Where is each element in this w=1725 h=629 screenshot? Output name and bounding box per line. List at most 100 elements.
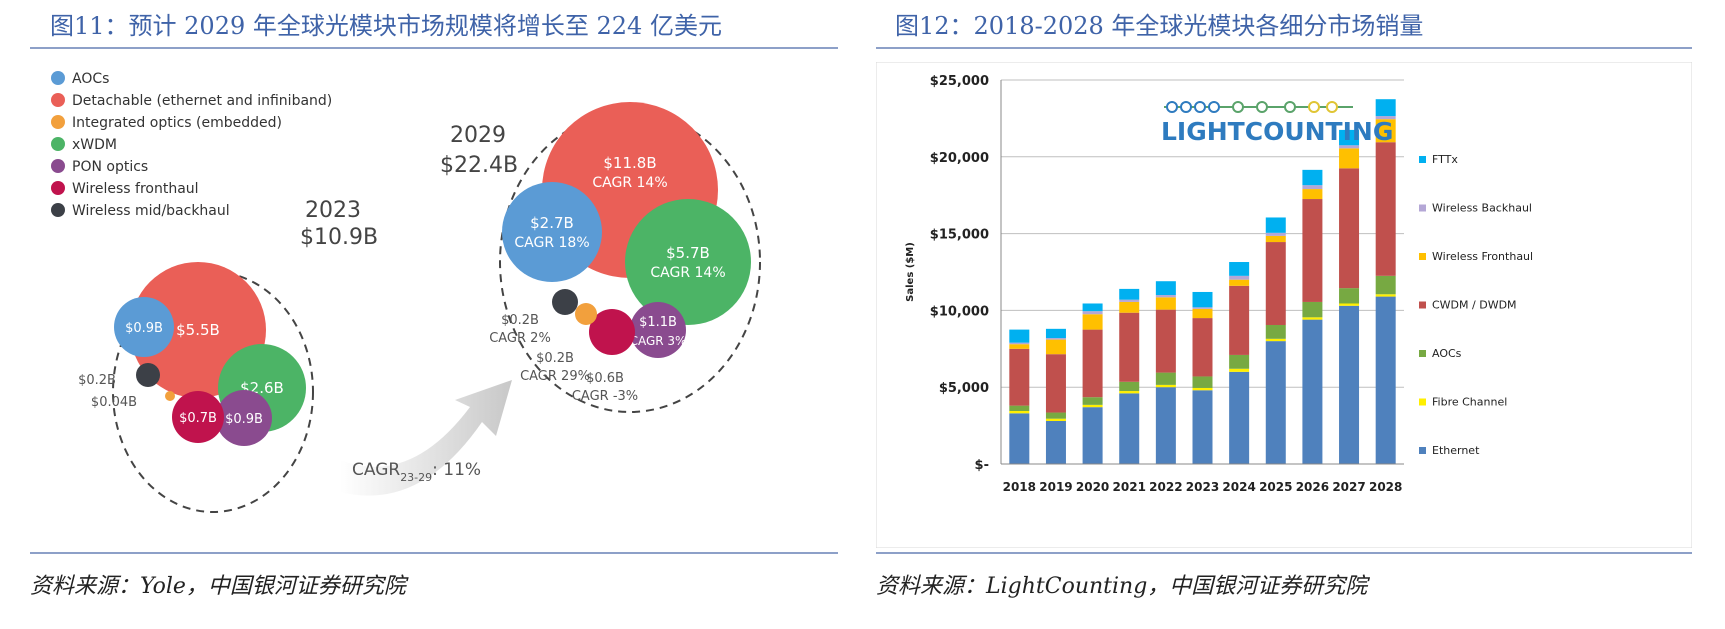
bar-fibre-channel-2023 bbox=[1192, 387, 1213, 391]
bubble-wireless-mid-backhaul-2029 bbox=[552, 289, 578, 315]
y-axis-title: Sales ($M) bbox=[905, 242, 916, 302]
bubble-label-pon-optics-2023: $0.9B bbox=[225, 412, 263, 427]
bubble-pon-optics-2023 bbox=[216, 390, 272, 446]
bubble-aocs-2029 bbox=[502, 182, 602, 282]
left-figure-title: 图11：预计 2029 年全球光模块市场规模将增长至 224 亿美元 bbox=[50, 12, 722, 40]
legend-swatch-fibre-channel bbox=[1419, 398, 1426, 406]
bubble-chart: AOCs Detachable (ethernet and infiniband)… bbox=[51, 71, 761, 513]
bar-wireless-fronthaul-2022 bbox=[1155, 297, 1176, 310]
bubble-cagr-integrated-optics-embedded-2029: CAGR 29% bbox=[520, 369, 590, 384]
bar-series bbox=[1009, 99, 1396, 464]
logo-ring bbox=[1232, 101, 1244, 113]
legend-swatch-wireless-backhaul bbox=[1419, 204, 1426, 212]
bar-fibre-channel-2019 bbox=[1045, 418, 1066, 421]
bar-aocs-2021 bbox=[1119, 381, 1140, 392]
logo-ring bbox=[1284, 101, 1296, 113]
growth-arrow bbox=[340, 380, 512, 496]
bubble-label-detachable-ethernet-and-infiniband-2023: $5.5B bbox=[176, 321, 220, 339]
logo-ring bbox=[1166, 101, 1178, 113]
bar-fibre-channel-2021 bbox=[1119, 391, 1140, 394]
bar-aocs-2022 bbox=[1155, 372, 1176, 385]
x-tick-label: 2021 bbox=[1113, 480, 1146, 494]
bar-fttx-2026 bbox=[1302, 169, 1323, 186]
bar-cwdm-dwdm-2020 bbox=[1082, 329, 1103, 398]
bar-wireless-fronthaul-2026 bbox=[1302, 189, 1323, 200]
bar-wireless-backhaul-2024 bbox=[1229, 275, 1250, 280]
bar-fibre-channel-2026 bbox=[1302, 317, 1323, 320]
legend-label-fttx: FTTx bbox=[1432, 153, 1458, 166]
legend-swatch-aocs bbox=[1419, 350, 1426, 357]
bar-cwdm-dwdm-2028 bbox=[1375, 142, 1396, 276]
bar-cwdm-dwdm-2023 bbox=[1192, 318, 1213, 377]
right-source-note: 资料来源：LightCounting，中国银河证券研究院 bbox=[876, 574, 1368, 599]
logo-ring bbox=[1180, 101, 1192, 113]
bar-fibre-channel-2020 bbox=[1082, 404, 1103, 408]
bar-fibre-channel-2028 bbox=[1375, 294, 1396, 297]
x-tick-label: 2025 bbox=[1259, 480, 1292, 494]
y-tick-label: $20,000 bbox=[930, 151, 989, 166]
x-tick-label: 2027 bbox=[1332, 480, 1365, 494]
bubble-label-wireless-fronthaul-2029: $0.6B bbox=[586, 371, 624, 386]
right-source-rule bbox=[876, 552, 1692, 554]
bar-wireless-backhaul-2025 bbox=[1265, 232, 1286, 236]
bubble-cagr-pon-optics-2029: CAGR 3% bbox=[630, 334, 687, 348]
bubble-wireless-mid-backhaul-2023 bbox=[136, 363, 160, 387]
y-tick-label: $25,000 bbox=[930, 74, 989, 89]
legend-swatch-cwdm-dwdm bbox=[1419, 301, 1426, 309]
bar-ethernet-2021 bbox=[1119, 393, 1140, 464]
bar-aocs-2020 bbox=[1082, 397, 1103, 405]
bar-ethernet-2020 bbox=[1082, 407, 1103, 464]
bar-wireless-fronthaul-2018 bbox=[1009, 344, 1030, 349]
bar-cwdm-dwdm-2027 bbox=[1339, 168, 1360, 289]
bar-ethernet-2018 bbox=[1009, 413, 1030, 464]
legend-label-pon-optics: PON optics bbox=[72, 159, 148, 175]
left-title-rule bbox=[30, 47, 838, 49]
bar-fibre-channel-2025 bbox=[1265, 338, 1286, 342]
bar-fttx-2020 bbox=[1082, 303, 1103, 312]
right-title-rule bbox=[876, 47, 1692, 49]
bubble-cagr-detachable-ethernet-and-infiniband-2029: CAGR 14% bbox=[592, 175, 667, 191]
bar-wireless-fronthaul-2021 bbox=[1119, 301, 1140, 313]
bar-ethernet-2024 bbox=[1229, 371, 1250, 464]
lightcounting-logo: LIGHTCOUNTING bbox=[1161, 101, 1393, 146]
bubble-label-xwdm-2029: $5.7B bbox=[666, 244, 710, 262]
legend-swatch-integrated-optics-embedded bbox=[51, 115, 65, 129]
bar-aocs-2026 bbox=[1302, 301, 1323, 318]
group-total-2029: $22.4B bbox=[440, 153, 518, 178]
bubble-cagr-aocs-2029: CAGR 18% bbox=[514, 235, 589, 251]
bar-fibre-channel-2024 bbox=[1229, 368, 1250, 372]
legend-label-fibre-channel: Fibre Channel bbox=[1432, 396, 1507, 409]
bubble-groups: 2023$10.9B$5.5B$2.6B$0.9B$0.9B$0.7B$0.2B… bbox=[78, 102, 761, 513]
bar-wireless-backhaul-2020 bbox=[1082, 311, 1103, 315]
legend-label-wireless-fronthaul: Wireless Fronthaul bbox=[1432, 250, 1533, 263]
bubble-label-pon-optics-2029: $1.1B bbox=[639, 315, 677, 330]
x-tick-label: 2018 bbox=[1003, 480, 1036, 494]
group-total-2023: $10.9B bbox=[300, 225, 378, 250]
bubble-xwdm-2029 bbox=[625, 199, 751, 325]
bar-wireless-backhaul-2027 bbox=[1339, 145, 1360, 149]
legend-label-xwdm: xWDM bbox=[72, 137, 117, 153]
bubble-wireless-fronthaul-2023 bbox=[172, 391, 224, 443]
x-tick-label: 2020 bbox=[1076, 480, 1109, 494]
bar-wireless-backhaul-2028 bbox=[1375, 116, 1396, 120]
bar-ethernet-2019 bbox=[1045, 420, 1066, 464]
bar-cwdm-dwdm-2024 bbox=[1229, 285, 1250, 355]
bar-fttx-2018 bbox=[1009, 329, 1030, 343]
bar-cwdm-dwdm-2021 bbox=[1119, 312, 1140, 382]
bubble-aocs-2023 bbox=[114, 297, 174, 357]
bubble-integrated-optics-embedded-2029 bbox=[575, 303, 597, 325]
bar-aocs-2023 bbox=[1192, 376, 1213, 388]
bubble-cagr-wireless-fronthaul-2029: CAGR -3% bbox=[572, 389, 638, 404]
legend-label-integrated-optics-embedded: Integrated optics (embedded) bbox=[72, 115, 282, 131]
left-source-rule bbox=[30, 552, 838, 554]
bar-wireless-fronthaul-2020 bbox=[1082, 314, 1103, 330]
bar-wireless-fronthaul-2027 bbox=[1339, 148, 1360, 169]
x-tick-label: 2023 bbox=[1186, 480, 1219, 494]
bubble-chart-panel: AOCs Detachable (ethernet and infiniband)… bbox=[30, 62, 838, 548]
bar-wireless-fronthaul-2025 bbox=[1265, 235, 1286, 243]
bubble-legend: AOCs Detachable (ethernet and infiniband)… bbox=[51, 71, 332, 219]
bar-ethernet-2023 bbox=[1192, 390, 1213, 464]
bubble-label-wireless-fronthaul-2023: $0.7B bbox=[179, 411, 217, 426]
bar-wireless-fronthaul-2024 bbox=[1229, 279, 1250, 286]
bubble-label-integrated-optics-embedded-2029: $0.2B bbox=[536, 351, 574, 366]
